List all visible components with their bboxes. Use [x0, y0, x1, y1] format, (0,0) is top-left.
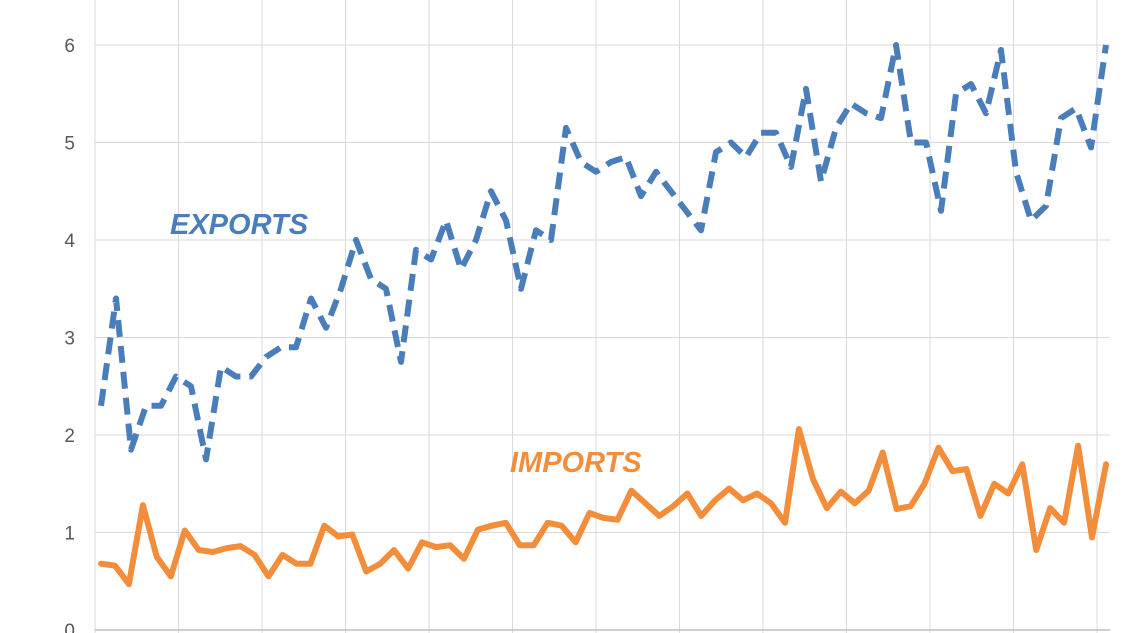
y-tick-label: 3 [64, 329, 75, 350]
y-tick-label: 2 [64, 426, 75, 447]
exports-series-label: EXPORTS [170, 209, 309, 241]
y-tick-label: 1 [64, 524, 75, 545]
gridlines [94, 0, 1110, 633]
series-lines [98, 42, 1109, 588]
y-tick-label: 5 [64, 134, 75, 155]
y-tick-label: 4 [64, 231, 75, 252]
imports-series-label: IMPORTS [510, 447, 642, 479]
exports-series-line [98, 42, 1109, 463]
y-tick-label: 0 [64, 621, 75, 633]
y-tick-label: 6 [64, 36, 75, 57]
y-axis-tick-labels: 0 1 2 3 4 5 6 [64, 36, 75, 633]
imports-series-line [98, 426, 1109, 588]
